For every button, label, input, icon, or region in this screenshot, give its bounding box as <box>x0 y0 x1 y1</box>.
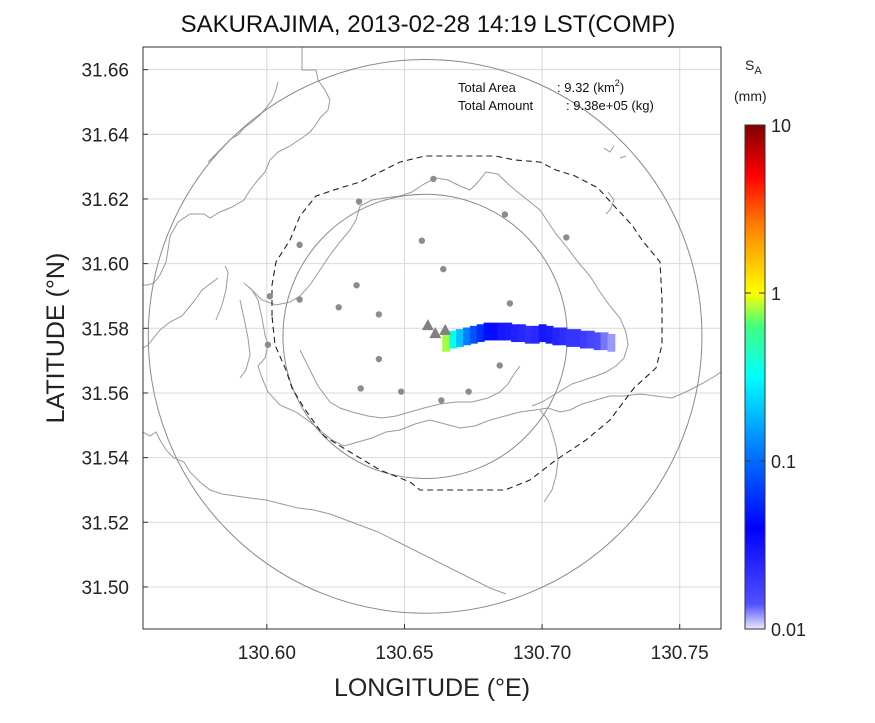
colorbar-gradient <box>744 124 766 630</box>
plume-cell <box>559 327 568 346</box>
colorbar-tick-label: 0.1 <box>771 452 796 472</box>
plume-cell <box>504 322 513 341</box>
plume-cell <box>538 324 547 343</box>
chart-title: SAKURAJIMA, 2013-02-28 14:19 LST(COMP) <box>181 11 676 38</box>
plume-cell <box>462 327 471 346</box>
plume-cell <box>469 325 478 344</box>
y-tick-label: 31.64 <box>81 125 129 146</box>
plume-cell <box>566 329 575 347</box>
station-marker <box>397 388 405 395</box>
observation-stations <box>264 175 570 404</box>
coastline-map <box>143 47 721 595</box>
total-area-number: : 9.32 (km <box>557 80 615 95</box>
plume-cell <box>593 332 602 351</box>
station-marker <box>375 311 383 318</box>
y-tick-label: 31.54 <box>81 449 129 470</box>
station-marker <box>264 341 272 348</box>
station-marker <box>440 265 447 273</box>
x-tick-label: 130.70 <box>513 643 571 664</box>
coverage-boundary <box>271 155 663 491</box>
range-ring <box>147 59 703 614</box>
total-amount-label: Total Amount <box>458 98 534 113</box>
x-tick-label: 130.75 <box>651 643 709 664</box>
station-marker <box>501 211 509 218</box>
x-tick-label: 130.65 <box>375 643 433 664</box>
vent-marker <box>429 327 442 339</box>
y-axis-ticks: 31.50 31.52 31.54 31.56 31.58 31.60 31.62 31.64… <box>81 61 148 599</box>
plume-cell <box>579 330 588 349</box>
totals-annotation: Total Area : 9.32 (km2) Total Amount : 9… <box>458 78 654 113</box>
station-marker <box>335 304 342 311</box>
y-tick-label: 31.60 <box>81 255 129 276</box>
plume-cell <box>524 325 533 344</box>
station-marker <box>465 388 472 395</box>
plume-cell <box>442 333 451 352</box>
y-tick-label: 31.66 <box>81 61 129 82</box>
total-amount-value: : 9.38e+05 (kg) <box>566 98 654 113</box>
plume-cell <box>600 332 609 351</box>
station-marker <box>355 198 363 205</box>
station-marker <box>375 355 383 363</box>
plume-cell <box>456 329 464 347</box>
station-marker <box>430 175 437 183</box>
total-area-close: ) <box>620 80 624 95</box>
colorbar-unit: (mm) <box>734 88 767 104</box>
y-axis-label: LATITUDE (°N) <box>42 253 70 424</box>
station-marker <box>357 385 364 392</box>
plume-cell <box>518 324 526 343</box>
station-marker <box>296 241 303 249</box>
plot-frame <box>142 46 722 630</box>
x-axis-label: LONGITUDE (°E) <box>334 674 530 702</box>
y-tick-label: 31.52 <box>81 513 129 534</box>
vent-marker <box>439 323 452 335</box>
plume-cell <box>531 325 540 344</box>
station-marker <box>506 300 514 307</box>
ash-plume <box>442 322 616 352</box>
y-tick-label: 31.62 <box>81 190 129 211</box>
station-marker <box>296 296 303 303</box>
plume-cell <box>552 327 561 346</box>
plume-cell <box>607 333 616 352</box>
plume-cell <box>476 324 485 343</box>
x-axis-ticks: 130.60 130.65 130.70 130.75 <box>238 624 709 664</box>
vent-marker <box>421 319 434 331</box>
colorbar-label: SA <box>745 57 762 77</box>
y-tick-label: 31.50 <box>81 578 129 599</box>
plume-cell <box>511 324 520 343</box>
x-tick-label: 130.60 <box>238 643 296 664</box>
colorbar: SA (mm) 10 1 0.1 0.01 <box>734 57 806 640</box>
station-marker <box>353 282 360 289</box>
colorbar-tick-label: 10 <box>771 116 791 136</box>
plume-cell <box>483 322 492 341</box>
colorbar-ticks: 10 1 0.1 0.01 <box>745 116 806 640</box>
station-marker <box>496 362 503 369</box>
plume-cell <box>490 322 499 341</box>
total-area-label: Total Area <box>458 80 517 95</box>
colorbar-tick-label: 0.01 <box>771 620 806 640</box>
total-area-superscript: 2 <box>615 78 620 88</box>
station-marker <box>418 237 426 244</box>
plume-cell <box>545 325 554 344</box>
colorbar-label-main: S <box>745 57 754 73</box>
y-tick-label: 31.56 <box>81 384 129 405</box>
y-tick-label: 31.58 <box>81 319 129 340</box>
station-marker <box>438 397 445 404</box>
colorbar-tick-label: 1 <box>771 284 781 304</box>
plume-cell <box>586 330 595 349</box>
volcano-vents <box>421 319 452 339</box>
total-area-value: : 9.32 (km2) <box>557 78 624 95</box>
colorbar-label-sub: A <box>754 65 762 77</box>
plume-cell <box>449 330 458 349</box>
plume-cell <box>497 322 506 341</box>
plume-cell <box>573 329 581 347</box>
station-marker <box>266 293 274 300</box>
station-marker <box>563 234 570 241</box>
